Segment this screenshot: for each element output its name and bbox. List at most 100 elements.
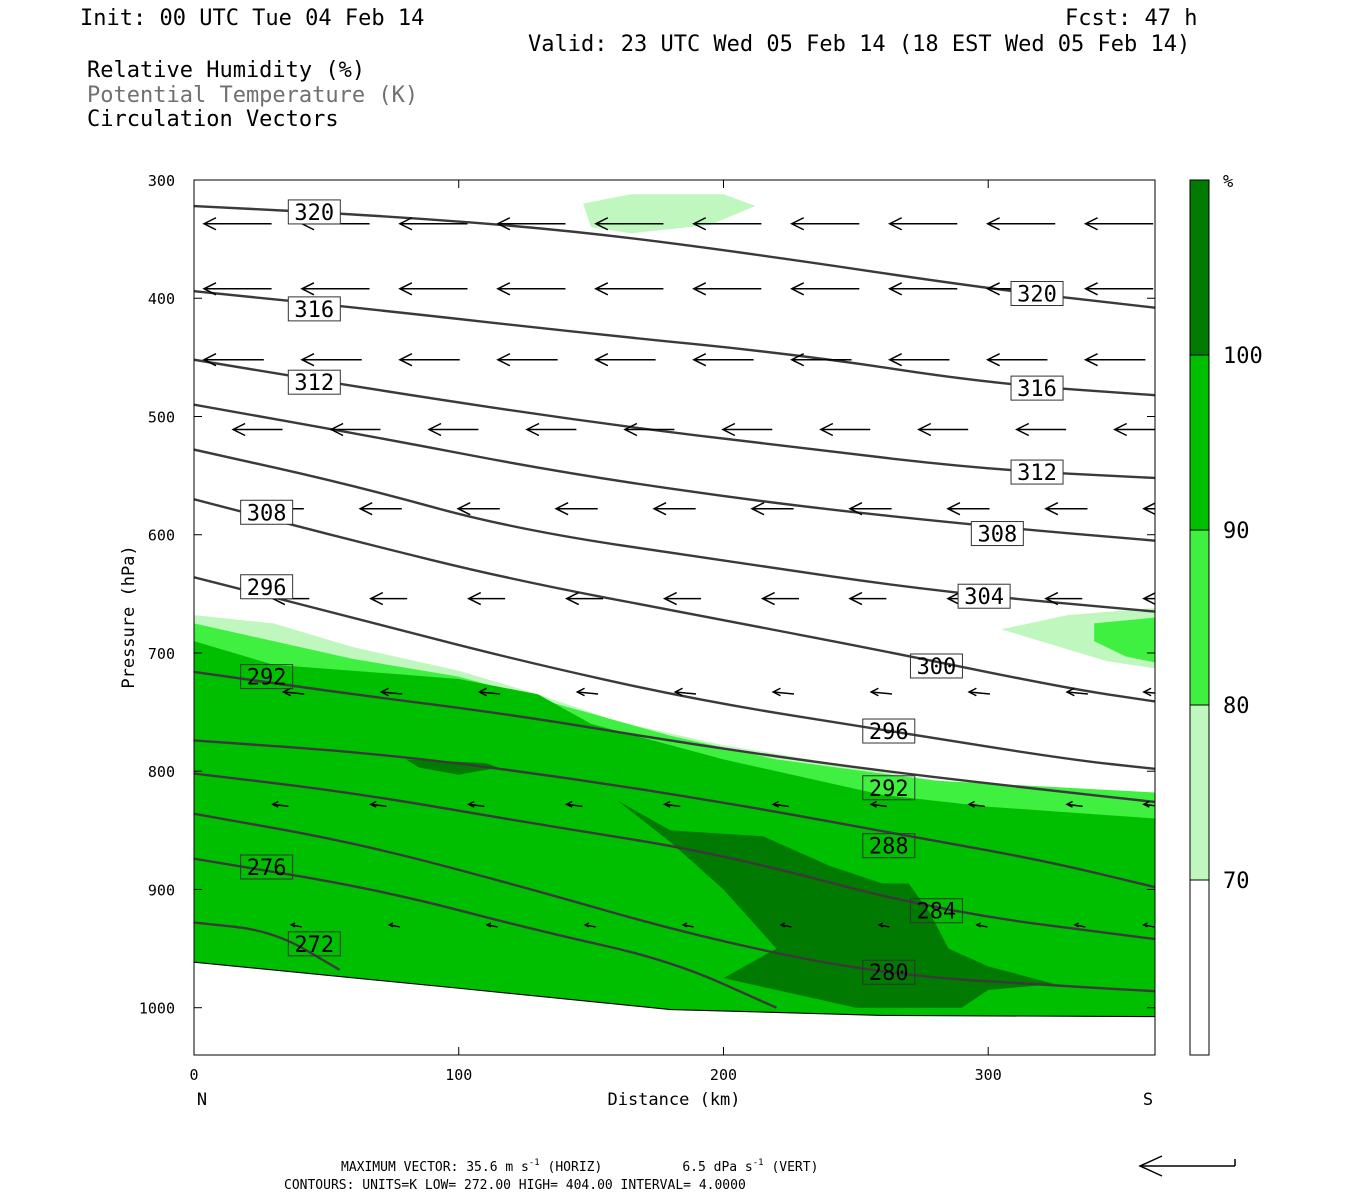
- circulation-vector: [652, 502, 696, 516]
- svg-text:100: 100: [1223, 344, 1263, 369]
- theta-contour-296: [194, 576, 1155, 771]
- svg-text:300: 300: [975, 1066, 1002, 1084]
- contour-label-312: 312: [287, 369, 341, 396]
- circulation-vector: [692, 217, 762, 231]
- svg-text:304: 304: [964, 585, 1004, 610]
- y-tick-900: 900: [148, 881, 1155, 899]
- circulation-vector: [398, 353, 460, 367]
- circulation-vector: [300, 353, 362, 367]
- vector-layer: [202, 217, 1155, 928]
- contour-label-296: 296: [862, 718, 916, 745]
- theta-contour-272: [194, 921, 341, 971]
- svg-text:320: 320: [1017, 283, 1057, 308]
- circulation-vector: [289, 922, 302, 928]
- contour-label-304: 304: [957, 583, 1011, 610]
- svg-text:288: 288: [869, 835, 909, 860]
- svg-text:280: 280: [869, 961, 909, 986]
- theta-contour-280: [194, 812, 1155, 993]
- contour-label-296: 296: [240, 574, 294, 601]
- circulation-vector: [1113, 422, 1155, 437]
- forecast-hour: Fcst: 47 h: [1065, 6, 1197, 31]
- circulation-vector: [1083, 282, 1154, 296]
- contour-label-320: 320: [1010, 281, 1064, 308]
- colorbar-level-70: 70: [1190, 869, 1250, 894]
- north-label: N: [197, 1090, 207, 1110]
- circulation-vector: [967, 687, 990, 697]
- circulation-vector: [681, 922, 694, 928]
- svg-text:700: 700: [148, 645, 175, 663]
- contour-label-300: 300: [909, 653, 963, 680]
- circulation-vector: [673, 687, 697, 697]
- contour-label-272: 272: [287, 931, 341, 958]
- field-vectors: Circulation Vectors: [87, 107, 339, 132]
- svg-text:900: 900: [148, 881, 175, 899]
- circulation-vector: [975, 922, 988, 928]
- circulation-vector: [869, 800, 887, 808]
- contour-label-292: 292: [240, 664, 294, 691]
- circulation-vector: [692, 282, 762, 296]
- x-tick-200: 200: [710, 180, 737, 1084]
- theta-contour-292: [194, 670, 1155, 804]
- circulation-vector: [525, 422, 577, 437]
- svg-text:600: 600: [148, 527, 175, 545]
- circulation-vector: [985, 217, 1056, 231]
- circulation-vector: [358, 502, 402, 516]
- contour-label-280: 280: [862, 959, 916, 986]
- circulation-vector: [1083, 217, 1154, 231]
- colorbar-segment: [1190, 880, 1209, 1055]
- theta-contour-300: [194, 498, 1155, 703]
- circulation-vector: [594, 282, 664, 296]
- circulation-vector: [887, 217, 958, 231]
- circulation-vector: [760, 591, 799, 606]
- max-vector-info: MAXIMUM VECTOR: 35.6 m s-1 (HORIZ) 6.5 dP…: [341, 1158, 818, 1175]
- circulation-vector: [771, 800, 789, 808]
- svg-text:276: 276: [247, 856, 287, 881]
- circulation-vector: [496, 282, 566, 296]
- circulation-vector: [565, 591, 604, 606]
- circulation-vector: [1073, 922, 1086, 928]
- contour-label-308: 308: [240, 499, 294, 526]
- circulation-vector: [967, 800, 985, 808]
- svg-text:200: 200: [710, 1066, 737, 1084]
- x-axis-label: Distance (km): [607, 1090, 740, 1110]
- theta-contour-312: [194, 358, 1155, 480]
- colorbar: 70 80 90 100: [1189, 179, 1263, 1056]
- svg-text:308: 308: [977, 523, 1017, 548]
- x-tick-100: 100: [445, 180, 472, 1084]
- y-tick-400: 400: [148, 290, 1155, 308]
- circulation-vector: [202, 353, 264, 367]
- svg-text:90: 90: [1223, 519, 1250, 544]
- circulation-vector: [819, 422, 871, 437]
- circulation-vector: [848, 502, 892, 516]
- theta-contour-304: [194, 448, 1155, 613]
- svg-text:400: 400: [148, 290, 175, 308]
- circulation-vector: [790, 217, 860, 231]
- circulation-vector: [985, 353, 1048, 367]
- colorbar-segment: [1190, 705, 1209, 880]
- below-ground: [194, 962, 1155, 1055]
- svg-text:308: 308: [247, 501, 287, 526]
- svg-text:800: 800: [148, 763, 175, 781]
- circulation-vector: [887, 282, 958, 296]
- contour-label-316: 316: [287, 296, 341, 323]
- colorbar-unit: %: [1223, 172, 1233, 192]
- circulation-vector: [1083, 353, 1146, 367]
- theta-contour-308: [194, 403, 1155, 542]
- circulation-vector: [379, 687, 403, 697]
- circulation-vector: [1142, 502, 1155, 516]
- svg-text:312: 312: [294, 371, 334, 396]
- circulation-vector: [623, 422, 675, 437]
- svg-text:292: 292: [247, 666, 287, 691]
- circulation-vector: [750, 502, 794, 516]
- y-axis-label: Pressure (hPa): [119, 545, 139, 688]
- circulation-vector: [456, 502, 500, 516]
- circulation-vector: [790, 353, 852, 367]
- field-rh: Relative Humidity (%): [87, 58, 365, 83]
- y-tick-600: 600: [148, 527, 1155, 545]
- y-tick-500: 500: [148, 408, 1155, 426]
- circulation-vector: [575, 687, 599, 697]
- svg-text:296: 296: [247, 576, 287, 601]
- circulation-vector: [663, 800, 681, 808]
- circulation-vector: [467, 591, 506, 606]
